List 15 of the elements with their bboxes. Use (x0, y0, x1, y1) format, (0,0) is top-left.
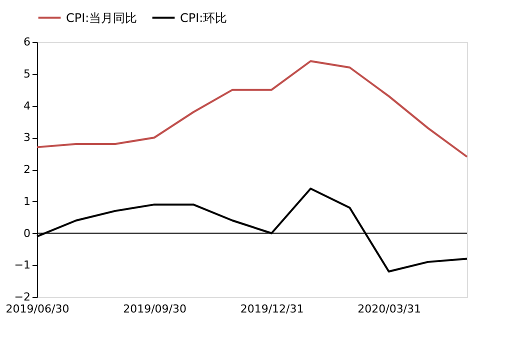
legend-label: CPI:当月同比 (66, 10, 138, 25)
y-tick-label: 3 (24, 131, 30, 144)
y-tick-label: 4 (24, 99, 30, 112)
y-tick-label: 1 (24, 194, 30, 208)
x-tick-label: 2020/03/31 (358, 302, 422, 316)
y-tick-label: 2 (24, 163, 30, 176)
y-tick-label: −1 (14, 258, 30, 272)
y-tick-label: 5 (24, 67, 30, 80)
x-tick-label: 2019/09/30 (123, 302, 186, 316)
y-tick-label: −2 (14, 290, 30, 304)
y-tick-label: 0 (24, 226, 30, 240)
y-tick-label: 6 (24, 36, 30, 48)
legend-label: CPI:环比 (180, 10, 228, 25)
x-tick-label: 2019/06/30 (6, 302, 70, 316)
x-tick-label: 2019/12/31 (240, 302, 304, 316)
